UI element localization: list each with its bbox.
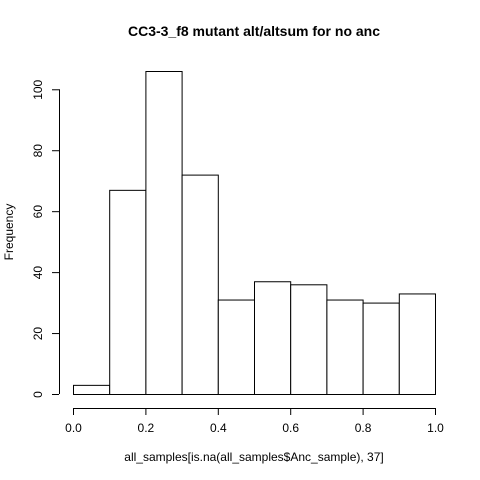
histogram-bar bbox=[362, 302, 400, 395]
y-tick-label: 20 bbox=[31, 327, 45, 341]
x-tick-label: 0.0 bbox=[65, 421, 82, 435]
histogram-bar bbox=[109, 189, 147, 395]
x-tick-label: 0.6 bbox=[282, 421, 299, 435]
y-axis: 0 20 40 60 80 100 bbox=[31, 79, 60, 398]
x-axis: 0.0 0.2 0.4 0.6 0.8 1.0 bbox=[65, 408, 444, 435]
histogram-bar bbox=[217, 299, 256, 396]
y-tick-label: 100 bbox=[31, 79, 45, 99]
chart-title: CC3-3_f8 mutant alt/altsum for no anc bbox=[128, 23, 380, 39]
y-tick-label: 0 bbox=[31, 391, 45, 398]
histogram-bar bbox=[145, 71, 183, 395]
histogram-bar bbox=[254, 281, 292, 396]
y-tick-label: 80 bbox=[31, 144, 45, 158]
histogram-bar bbox=[326, 299, 364, 396]
bars-group bbox=[73, 71, 436, 396]
y-tick-label: 40 bbox=[31, 266, 45, 280]
x-tick-label: 0.4 bbox=[210, 421, 227, 435]
histogram-bar bbox=[398, 293, 436, 395]
x-tick-label: 1.0 bbox=[427, 421, 444, 435]
x-tick-label: 0.8 bbox=[355, 421, 372, 435]
histogram-bar bbox=[181, 174, 219, 395]
x-axis-label: all_samples[is.na(all_samples$Anc_sample… bbox=[124, 450, 383, 464]
histogram-bar bbox=[73, 384, 111, 395]
x-tick-label: 0.2 bbox=[138, 421, 155, 435]
y-tick-label: 60 bbox=[31, 205, 45, 219]
y-axis-label: Frequency bbox=[2, 204, 16, 261]
histogram-bar bbox=[290, 284, 328, 395]
